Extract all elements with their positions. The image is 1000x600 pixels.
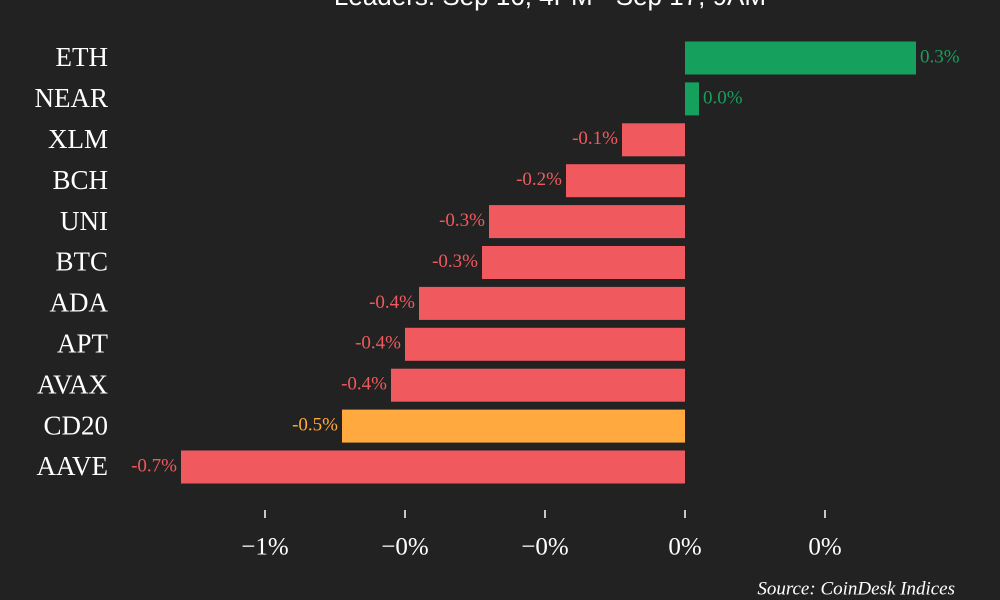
- bar: [489, 205, 685, 239]
- x-tick-label: −0%: [521, 534, 568, 561]
- category-label: XLM: [48, 124, 108, 154]
- source: Source: CoinDesk Indices: [757, 578, 955, 599]
- value-label: -0.4%: [355, 333, 401, 354]
- category-label: ETH: [56, 42, 108, 72]
- value-label: 0.3%: [920, 46, 960, 67]
- category-label: UNI: [60, 206, 108, 236]
- x-tick-label: 0%: [668, 534, 701, 561]
- value-label: -0.5%: [292, 414, 338, 435]
- bar: [405, 327, 685, 361]
- chart-title: Leaders: Sep 16, 4PM - Sep 17, 9AM: [334, 0, 766, 11]
- bar: [482, 246, 685, 279]
- x-tick-label: 0%: [808, 534, 841, 561]
- bar: [685, 82, 699, 116]
- x-tick-label: −0%: [381, 534, 428, 561]
- bar: [342, 409, 685, 443]
- value-label: -0.7%: [131, 455, 177, 476]
- category-label: ADA: [50, 288, 109, 318]
- category-label: AVAX: [37, 369, 109, 399]
- bar: [622, 123, 685, 157]
- value-label: 0.0%: [703, 87, 743, 108]
- value-label: -0.3%: [439, 210, 485, 231]
- value-label: -0.3%: [432, 251, 478, 272]
- bar: [419, 286, 685, 320]
- category-label: BTC: [55, 247, 108, 277]
- category-label: APT: [57, 329, 109, 359]
- value-label: -0.4%: [369, 292, 415, 313]
- bar: [181, 450, 685, 484]
- value-label: -0.1%: [572, 128, 618, 149]
- value-label: -0.4%: [341, 374, 387, 395]
- category-label: BCH: [52, 165, 108, 195]
- bar: [566, 164, 685, 198]
- category-label: NEAR: [35, 83, 109, 113]
- bar: [685, 41, 916, 75]
- value-label: -0.2%: [516, 169, 562, 190]
- category-label: AAVE: [36, 451, 108, 481]
- x-tick-label: −1%: [241, 534, 288, 561]
- bar: [391, 368, 685, 402]
- category-label: CD20: [43, 410, 108, 440]
